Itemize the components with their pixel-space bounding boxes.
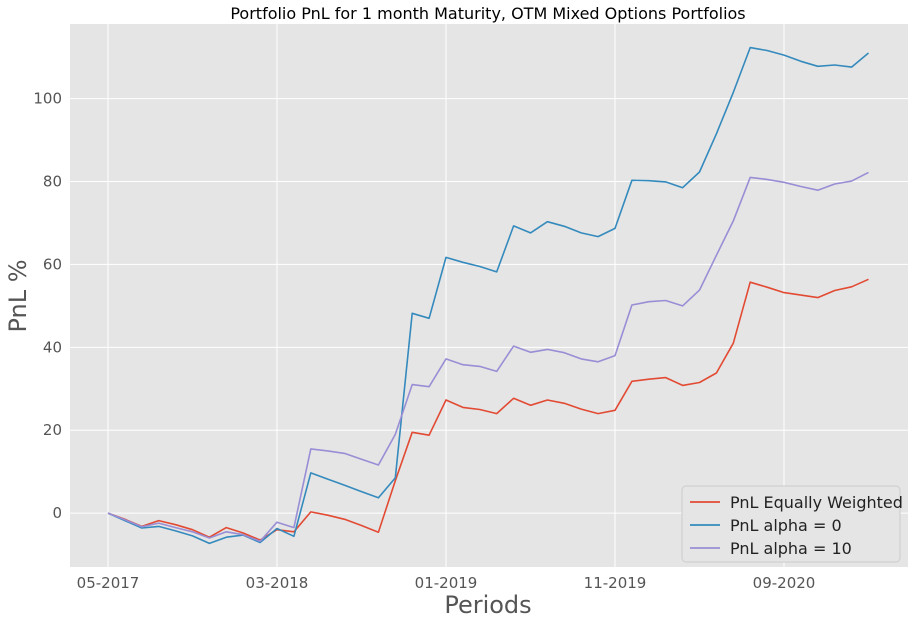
- legend-label-2: PnL alpha = 0: [730, 516, 842, 535]
- x-tick-label: 01-2019: [415, 574, 478, 592]
- x-gridlines: [107, 24, 785, 567]
- legend: PnL Equally Weighted PnL alpha = 0 PnL alp…: [681, 485, 903, 563]
- x-tick-label: 11-2019: [584, 574, 647, 592]
- y-axis-label: PnL %: [4, 259, 32, 332]
- x-tick-label: 05-2017: [77, 574, 140, 592]
- chart-title: Portfolio PnL for 1 month Maturity, OTM …: [230, 4, 745, 23]
- x-axis-label: Periods: [444, 591, 531, 619]
- series-line-1: [107, 278, 869, 541]
- y-tick-label: 40: [43, 338, 62, 356]
- y-tick-label: 100: [33, 90, 62, 108]
- y-tick-label: 60: [43, 255, 62, 273]
- y-tick-labels: 0 20 40 60 80 100: [33, 90, 62, 523]
- plot-background: [70, 24, 908, 567]
- y-tick-label: 80: [43, 173, 62, 191]
- x-tick-label: 09-2020: [753, 574, 816, 592]
- series-lines: [107, 46, 870, 545]
- x-tick-label: 03-2018: [246, 574, 309, 592]
- x-tick-labels: 05-2017 03-2018 01-2019 11-2019 09-2020: [77, 574, 816, 592]
- y-tick-label: 0: [52, 504, 62, 522]
- series-line-2: [107, 46, 870, 545]
- y-gridlines: [70, 98, 908, 514]
- series-line-3: [107, 171, 869, 543]
- legend-label-1: PnL Equally Weighted: [730, 493, 903, 512]
- legend-label-3: PnL alpha = 10: [730, 539, 852, 558]
- legend-box: [681, 485, 901, 563]
- y-tick-label: 20: [43, 421, 62, 439]
